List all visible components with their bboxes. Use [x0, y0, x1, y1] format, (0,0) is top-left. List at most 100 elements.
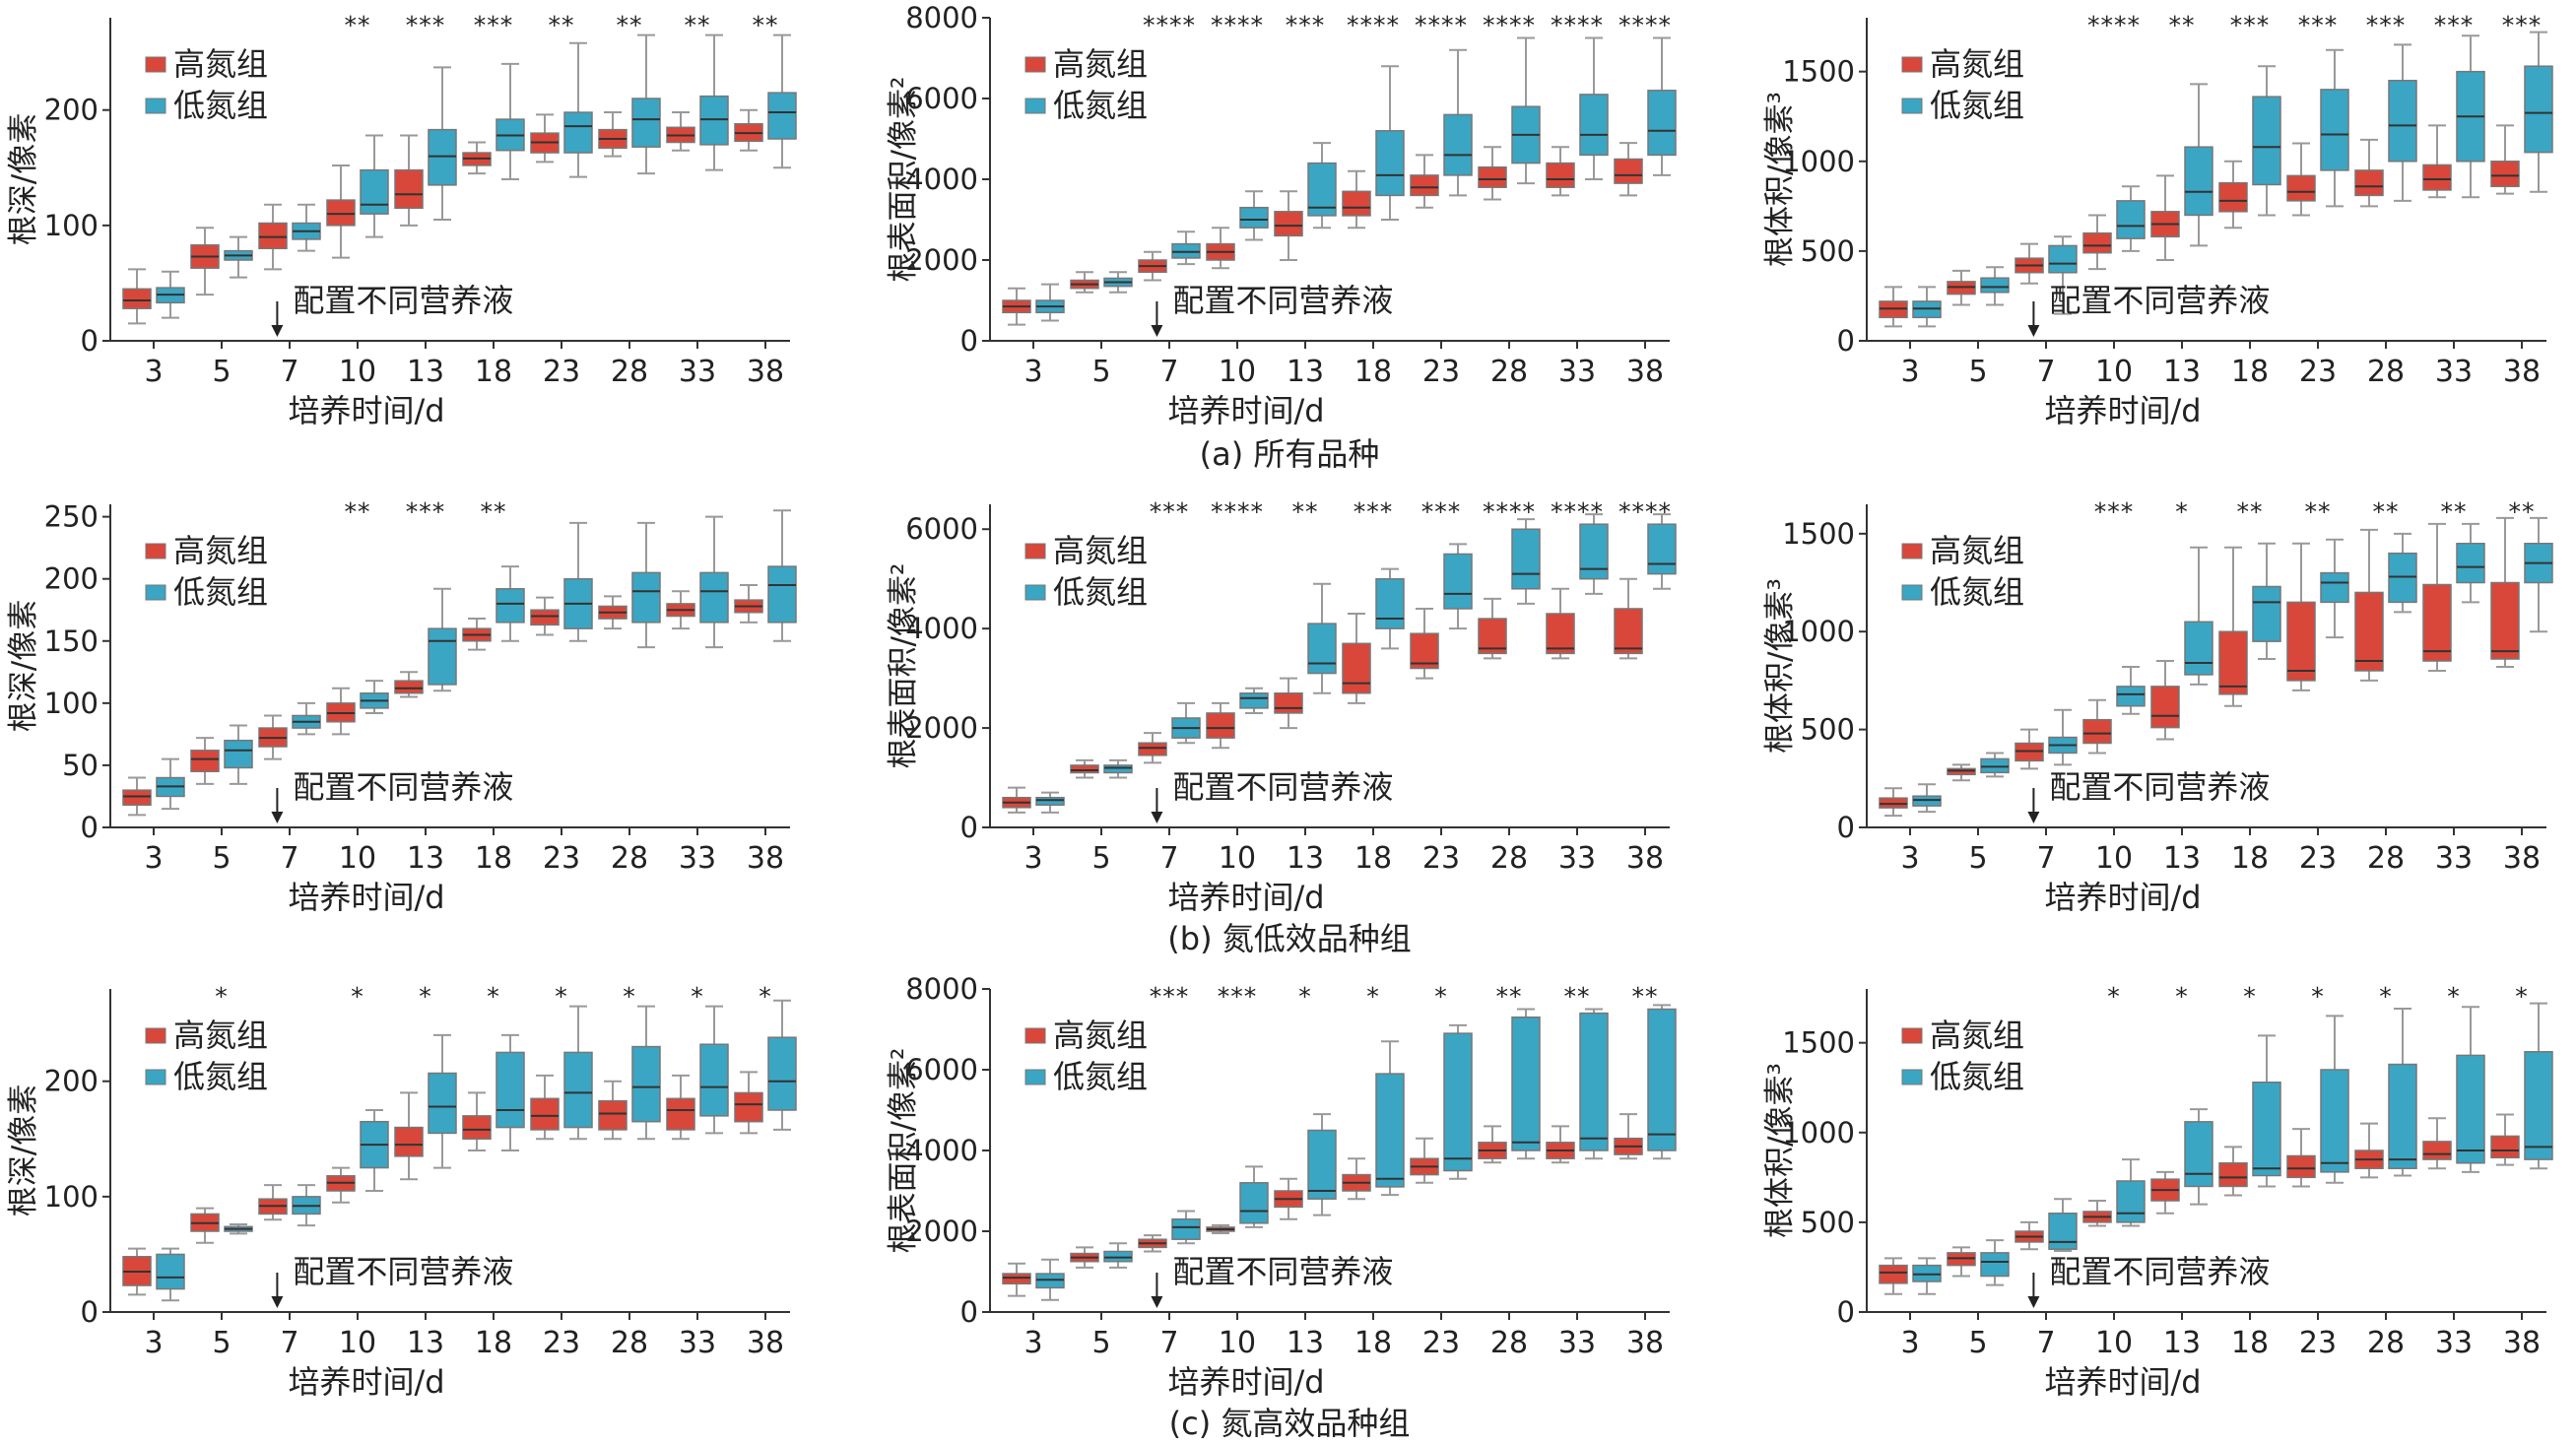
significance-mark: ** [481, 497, 507, 526]
box [1239, 206, 1269, 229]
legend-swatch-high [1901, 1027, 1923, 1044]
box [1443, 1032, 1473, 1172]
significance-mark: ** [549, 11, 575, 39]
box [699, 95, 729, 146]
box [1579, 523, 1609, 580]
box [2252, 96, 2281, 186]
significance-mark: *** [2230, 11, 2271, 39]
x-axis-label: 培养时间/d [288, 392, 444, 429]
y-tick-label: 50 [62, 749, 99, 782]
x-tick-label: 10 [2095, 1326, 2133, 1360]
box [224, 739, 253, 769]
y-tick-label: 2000 [905, 711, 978, 745]
significance-mark: *** [2298, 11, 2339, 39]
legend-swatch-high [145, 56, 166, 73]
box [394, 168, 424, 210]
x-axis-label: 培养时间/d [1167, 392, 1324, 429]
box [1171, 242, 1201, 259]
x-tick-label: 7 [1159, 841, 1178, 876]
box [1478, 165, 1507, 188]
box [1443, 553, 1473, 610]
annotation-arrowhead [271, 812, 284, 823]
box [1614, 608, 1643, 655]
box [2286, 601, 2316, 682]
box [1206, 712, 1235, 739]
x-tick-label: 38 [747, 355, 784, 389]
x-tick-label: 23 [1422, 841, 1460, 876]
x-tick-label: 18 [475, 355, 512, 389]
y-tick-label: 500 [1801, 234, 1855, 268]
x-tick-label: 38 [1626, 841, 1664, 876]
box [530, 1097, 560, 1131]
y-tick-label: 250 [44, 500, 99, 534]
legend-swatch-low [1901, 98, 1923, 114]
significance-mark: **** [1211, 11, 1264, 39]
significance-mark: * [487, 982, 500, 1011]
y-tick-label: 6000 [905, 82, 978, 115]
box [1103, 1250, 1133, 1263]
legend-swatch-high [145, 1027, 166, 1044]
box [428, 627, 457, 686]
significance-mark: *** [1354, 497, 1394, 526]
significance-mark: ** [2169, 11, 2196, 39]
annotation-arrowhead [2027, 1296, 2040, 1308]
significance-mark: * [691, 982, 704, 1011]
x-tick-label: 28 [611, 355, 648, 389]
significance-mark: *** [1150, 497, 1190, 526]
significance-mark: **** [1483, 11, 1536, 39]
x-tick-label: 10 [1219, 841, 1256, 876]
legend-label-low: 低氮组 [173, 1058, 268, 1095]
box [2456, 543, 2485, 584]
significance-mark: *** [1421, 497, 1462, 526]
annotation-text: 配置不同营养液 [1172, 282, 1393, 319]
significance-mark: **** [1551, 497, 1604, 526]
significance-mark: **** [1211, 497, 1264, 526]
x-tick-label: 33 [2435, 1326, 2473, 1360]
box [631, 98, 661, 148]
annotation-text: 配置不同营养液 [293, 768, 513, 806]
box [2218, 630, 2248, 695]
x-tick-label: 5 [212, 355, 231, 389]
box [699, 1043, 729, 1117]
box [1546, 162, 1575, 188]
x-tick-label: 3 [1900, 841, 1919, 876]
x-tick-label: 18 [2231, 355, 2269, 389]
y-tick-label: 1500 [1782, 1026, 1855, 1060]
legend-label-low: 低氮组 [1930, 573, 2024, 611]
chart-panel-3: 0 50 100 150 200 250 根深/像素 3 5 7 10 13 18 23 28 33 38 培养时… [6, 497, 797, 916]
x-tick-label: 5 [1968, 841, 1987, 876]
x-tick-label: 5 [212, 841, 231, 876]
box [495, 1051, 525, 1129]
significance-mark: **** [1618, 11, 1672, 39]
x-tick-label: 18 [2231, 1326, 2269, 1360]
x-axis-label: 培养时间/d [1167, 1363, 1324, 1401]
significance-mark: **** [1143, 11, 1196, 39]
box [2456, 1054, 2485, 1164]
significance-mark: ** [685, 11, 711, 39]
x-axis-label: 培养时间/d [288, 879, 444, 916]
box [1375, 130, 1405, 197]
x-tick-label: 18 [1354, 355, 1392, 389]
box [2116, 1180, 2146, 1223]
annotation-arrowhead [1151, 812, 1163, 823]
x-tick-label: 13 [2163, 355, 2201, 389]
box [2422, 164, 2452, 191]
box [2218, 1162, 2248, 1188]
box [122, 288, 152, 309]
x-tick-label: 7 [280, 841, 298, 876]
x-tick-label: 38 [1626, 355, 1664, 389]
significance-mark: *** [406, 11, 446, 39]
box [1579, 94, 1609, 157]
box [1879, 1264, 1908, 1284]
y-tick-label: 0 [1837, 1295, 1855, 1329]
y-axis-label: 根深/像素 [6, 1084, 41, 1216]
legend-label-low: 低氮组 [173, 573, 268, 611]
box [428, 128, 457, 186]
x-tick-label: 28 [1490, 1326, 1528, 1360]
x-tick-label: 38 [2503, 841, 2541, 876]
box [2490, 1135, 2520, 1159]
legend-label-low: 低氮组 [1053, 1058, 1148, 1095]
x-tick-label: 13 [1287, 841, 1324, 876]
